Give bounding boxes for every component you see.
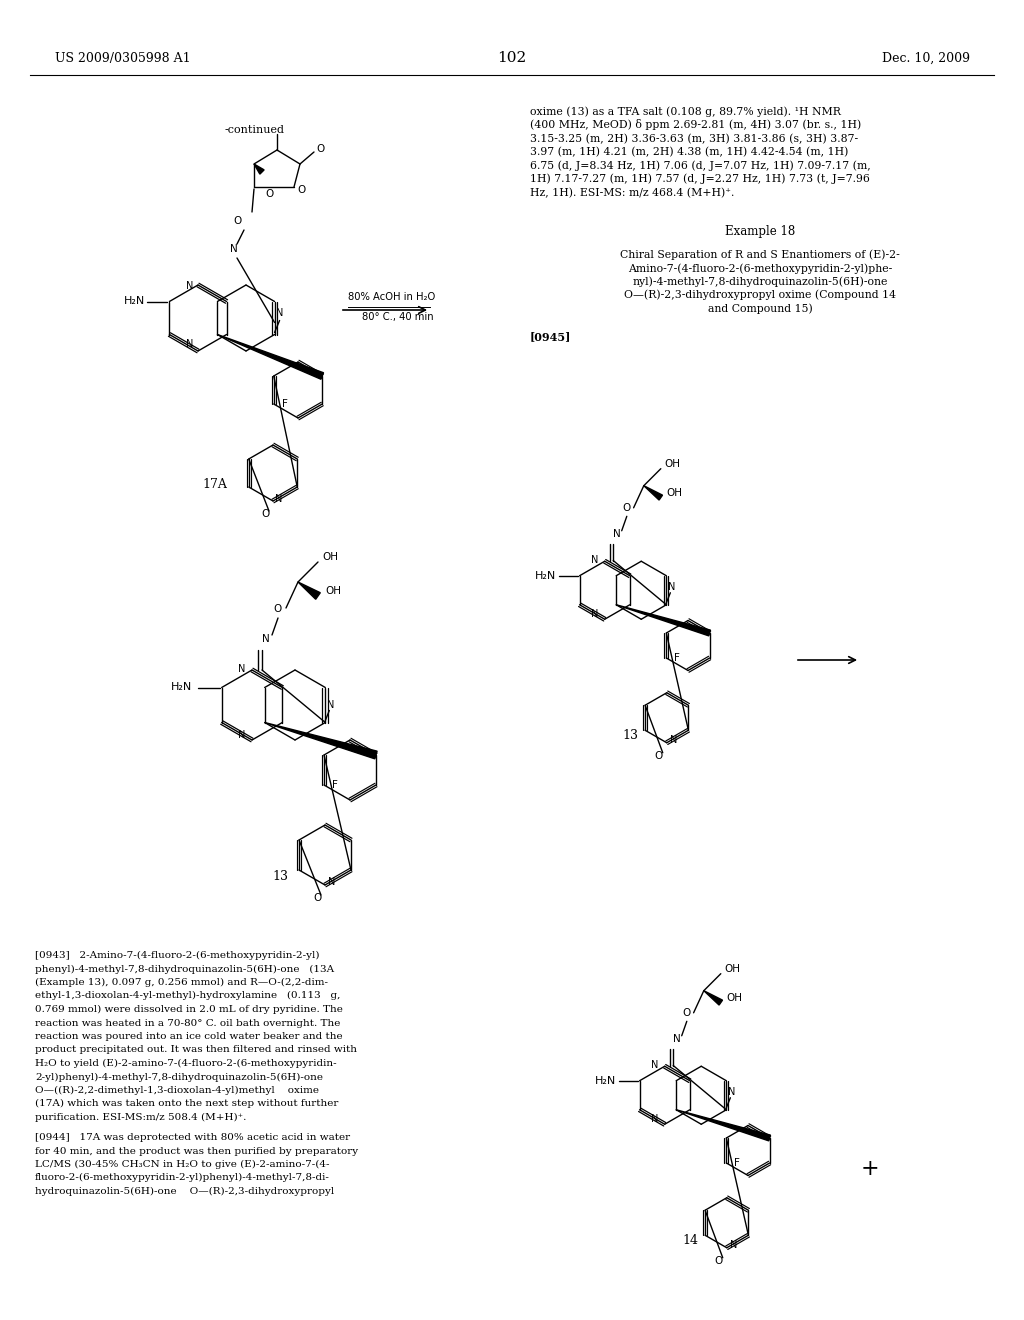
Text: [0945]: [0945] <box>530 331 571 342</box>
Text: and Compound 15): and Compound 15) <box>708 304 812 314</box>
Text: US 2009/0305998 A1: US 2009/0305998 A1 <box>55 51 190 65</box>
Text: OH: OH <box>724 964 740 974</box>
Text: N: N <box>668 582 675 591</box>
Polygon shape <box>217 334 324 379</box>
Text: N: N <box>673 1034 681 1044</box>
Text: LC/MS (30-45% CH₃CN in H₂O to give (E)-2-amino-7-(4-: LC/MS (30-45% CH₃CN in H₂O to give (E)-2… <box>35 1160 330 1170</box>
Text: [0944]   17A was deprotected with 80% acetic acid in water: [0944] 17A was deprotected with 80% acet… <box>35 1133 350 1142</box>
Text: O: O <box>654 751 663 760</box>
Text: phenyl)-4-methyl-7,8-dihydroquinazolin-5(6H)-one   (13A: phenyl)-4-methyl-7,8-dihydroquinazolin-5… <box>35 965 334 974</box>
Polygon shape <box>616 605 711 636</box>
Text: for 40 min, and the product was then purified by preparatory: for 40 min, and the product was then pur… <box>35 1147 358 1155</box>
Text: H₂N: H₂N <box>124 297 145 306</box>
Text: N: N <box>275 494 283 504</box>
Text: N: N <box>239 730 246 741</box>
Text: +: + <box>861 1158 880 1180</box>
Text: purification. ESI-MS:m/z 508.4 (M+H)⁺.: purification. ESI-MS:m/z 508.4 (M+H)⁺. <box>35 1113 247 1122</box>
Text: (400 MHz, MeOD) δ ppm 2.69-2.81 (m, 4H) 3.07 (br. s., 1H): (400 MHz, MeOD) δ ppm 2.69-2.81 (m, 4H) … <box>530 120 861 131</box>
Text: product precipitated out. It was then filtered and rinsed with: product precipitated out. It was then fi… <box>35 1045 357 1055</box>
Text: N: N <box>612 529 621 539</box>
Text: 3.15-3.25 (m, 2H) 3.36-3.63 (m, 3H) 3.81-3.86 (s, 3H) 3.87-: 3.15-3.25 (m, 2H) 3.36-3.63 (m, 3H) 3.81… <box>530 133 858 144</box>
Text: nyl)-4-methyl-7,8-dihydroquinazolin-5(6H)-one: nyl)-4-methyl-7,8-dihydroquinazolin-5(6H… <box>632 276 888 286</box>
Text: OH: OH <box>322 552 338 562</box>
Text: O: O <box>261 510 269 519</box>
Text: oxime (13) as a TFA salt (0.108 g, 89.7% yield). ¹H NMR: oxime (13) as a TFA salt (0.108 g, 89.7%… <box>530 107 841 117</box>
Text: F: F <box>734 1158 740 1168</box>
Text: 80° C., 40 min: 80° C., 40 min <box>362 312 433 322</box>
Text: 0.769 mmol) were dissolved in 2.0 mL of dry pyridine. The: 0.769 mmol) were dissolved in 2.0 mL of … <box>35 1005 343 1014</box>
Text: 6.75 (d, J=8.34 Hz, 1H) 7.06 (d, J=7.07 Hz, 1H) 7.09-7.17 (m,: 6.75 (d, J=8.34 Hz, 1H) 7.06 (d, J=7.07 … <box>530 161 870 172</box>
Text: N: N <box>591 610 598 619</box>
Text: OH: OH <box>667 488 683 498</box>
Text: N: N <box>239 664 246 675</box>
Text: reaction was poured into an ice cold water beaker and the: reaction was poured into an ice cold wat… <box>35 1032 343 1041</box>
Text: O: O <box>233 216 242 226</box>
Text: H₂N: H₂N <box>595 1076 616 1086</box>
Text: N: N <box>275 309 284 318</box>
Text: N: N <box>327 700 334 710</box>
Text: OH: OH <box>325 586 341 597</box>
Polygon shape <box>264 722 377 759</box>
Polygon shape <box>644 486 663 500</box>
Text: 80% AcOH in H₂O: 80% AcOH in H₂O <box>348 292 435 302</box>
Text: N: N <box>328 876 336 887</box>
Text: O: O <box>265 189 273 199</box>
Text: 17A: 17A <box>203 478 227 491</box>
Text: [0943]   2-Amino-7-(4-fluoro-2-(6-methoxypyridin-2-yl): [0943] 2-Amino-7-(4-fluoro-2-(6-methoxyp… <box>35 950 319 960</box>
Text: N: N <box>186 281 194 290</box>
Text: N: N <box>262 634 270 644</box>
Text: 3.97 (m, 1H) 4.21 (m, 2H) 4.38 (m, 1H) 4.42-4.54 (m, 1H): 3.97 (m, 1H) 4.21 (m, 2H) 4.38 (m, 1H) 4… <box>530 147 848 157</box>
Text: H₂N: H₂N <box>535 570 556 581</box>
Text: F: F <box>282 399 288 409</box>
Text: fluoro-2-(6-methoxypyridin-2-yl)phenyl)-4-methyl-7,8-di-: fluoro-2-(6-methoxypyridin-2-yl)phenyl)-… <box>35 1173 330 1183</box>
Text: Example 18: Example 18 <box>725 224 795 238</box>
Text: (17A) which was taken onto the next step without further: (17A) which was taken onto the next step… <box>35 1100 338 1109</box>
Text: (Example 13), 0.097 g, 0.256 mmol) and R—O-(2,2-dim-: (Example 13), 0.097 g, 0.256 mmol) and R… <box>35 978 328 987</box>
Text: 13: 13 <box>622 729 638 742</box>
Text: H₂O to yield (E)-2-amino-7-(4-fluoro-2-(6-methoxypyridin-: H₂O to yield (E)-2-amino-7-(4-fluoro-2-(… <box>35 1059 337 1068</box>
Text: O: O <box>715 1255 723 1266</box>
Text: 2-yl)phenyl)-4-methyl-7,8-dihydroquinazolin-5(6H)-one: 2-yl)phenyl)-4-methyl-7,8-dihydroquinazo… <box>35 1072 323 1081</box>
Text: N: N <box>651 1060 658 1071</box>
Text: N: N <box>186 339 194 348</box>
Text: O: O <box>298 185 306 195</box>
Text: O: O <box>316 144 325 154</box>
Polygon shape <box>298 582 321 599</box>
Polygon shape <box>703 991 723 1005</box>
Text: OH: OH <box>727 993 742 1003</box>
Polygon shape <box>676 1110 770 1140</box>
Text: 13: 13 <box>272 870 288 883</box>
Text: F: F <box>675 653 680 663</box>
Text: Dec. 10, 2009: Dec. 10, 2009 <box>882 51 970 65</box>
Text: Amino-7-(4-fluoro-2-(6-methoxypyridin-2-yl)phe-: Amino-7-(4-fluoro-2-(6-methoxypyridin-2-… <box>628 263 892 273</box>
Text: H₂N: H₂N <box>171 682 193 693</box>
Text: O: O <box>623 503 631 513</box>
Text: 1H) 7.17-7.27 (m, 1H) 7.57 (d, J=2.27 Hz, 1H) 7.73 (t, J=7.96: 1H) 7.17-7.27 (m, 1H) 7.57 (d, J=2.27 Hz… <box>530 174 869 185</box>
Text: N: N <box>670 735 677 744</box>
Text: ethyl-1,3-dioxolan-4-yl-methyl)-hydroxylamine   (0.113   g,: ethyl-1,3-dioxolan-4-yl-methyl)-hydroxyl… <box>35 991 340 1001</box>
Text: F: F <box>332 780 338 789</box>
Polygon shape <box>254 164 264 174</box>
Text: Chiral Separation of R and S Enantiomers of (E)-2-: Chiral Separation of R and S Enantiomers… <box>621 249 900 260</box>
Text: N: N <box>651 1114 658 1125</box>
Text: OH: OH <box>665 459 680 469</box>
Text: reaction was heated in a 70-80° C. oil bath overnight. The: reaction was heated in a 70-80° C. oil b… <box>35 1019 340 1027</box>
Text: N: N <box>230 244 238 253</box>
Text: Hz, 1H). ESI-MS: m/z 468.4 (M+H)⁺.: Hz, 1H). ESI-MS: m/z 468.4 (M+H)⁺. <box>530 187 734 198</box>
Text: O: O <box>273 605 283 614</box>
Text: O—((R)-2,2-dimethyl-1,3-dioxolan-4-yl)methyl    oxime: O—((R)-2,2-dimethyl-1,3-dioxolan-4-yl)me… <box>35 1086 319 1096</box>
Text: O: O <box>683 1008 691 1018</box>
Text: -continued: -continued <box>225 125 285 135</box>
Text: O—(R)-2,3-dihydroxypropyl oxime (Compound 14: O—(R)-2,3-dihydroxypropyl oxime (Compoun… <box>624 290 896 301</box>
Text: N: N <box>591 556 598 565</box>
Text: 14: 14 <box>682 1234 698 1247</box>
Text: N: N <box>728 1086 735 1097</box>
Text: N: N <box>730 1239 737 1250</box>
Text: O: O <box>313 894 322 903</box>
Text: hydroquinazolin-5(6H)-one    O—(R)-2,3-dihydroxypropyl: hydroquinazolin-5(6H)-one O—(R)-2,3-dihy… <box>35 1187 334 1196</box>
Text: 102: 102 <box>498 51 526 65</box>
